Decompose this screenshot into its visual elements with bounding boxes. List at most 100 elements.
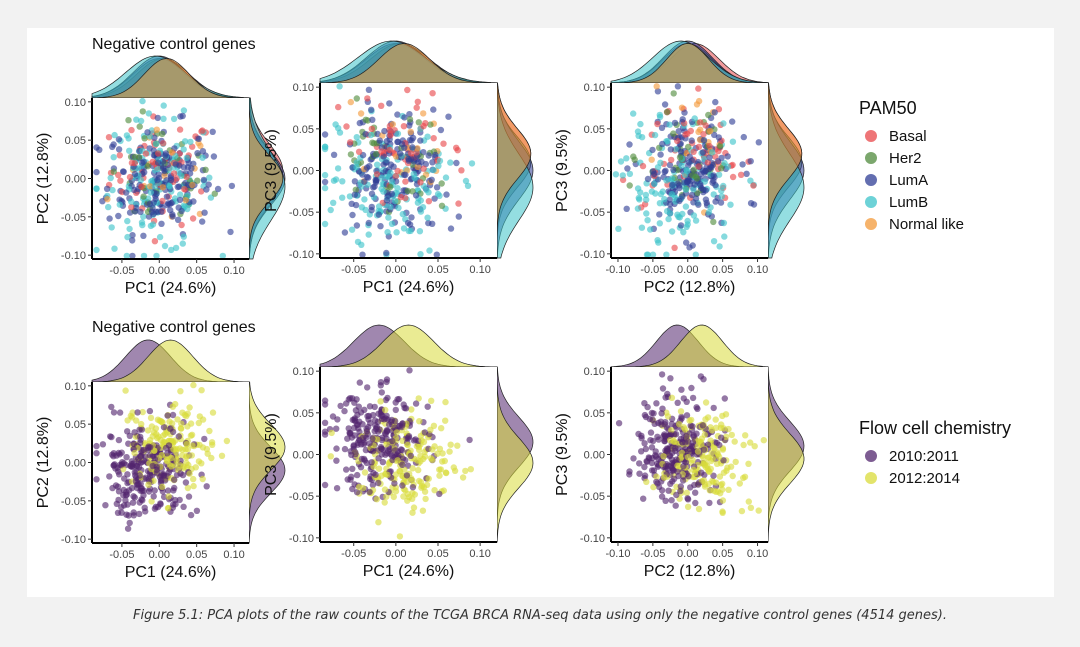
marginal-density-top (91, 339, 250, 383)
data-point (333, 457, 340, 464)
data-point (455, 200, 462, 207)
data-point (108, 403, 115, 411)
data-point (623, 155, 630, 162)
data-point (136, 123, 143, 130)
data-point (702, 187, 709, 194)
x-axis-label: PC2 (12.8%) (644, 563, 736, 580)
x-tick-label: 0.10 (469, 548, 490, 560)
data-point (668, 394, 676, 401)
data-point (137, 453, 144, 460)
data-point (131, 153, 139, 161)
data-point (720, 425, 727, 432)
data-point (729, 173, 737, 181)
data-point (685, 143, 692, 151)
data-point (334, 165, 342, 172)
data-point (123, 189, 130, 196)
data-point (162, 152, 169, 159)
y-tick-label: -0.05 (289, 491, 314, 503)
data-point (368, 459, 375, 466)
data-point (159, 184, 166, 191)
x-tick-label: 0.05 (712, 264, 733, 276)
data-point (414, 145, 421, 152)
data-point (131, 469, 138, 476)
data-point (671, 438, 678, 445)
data-point (437, 126, 445, 134)
data-point (139, 408, 146, 416)
data-point (667, 480, 674, 487)
data-point (379, 458, 387, 466)
data-point (119, 459, 126, 466)
data-point (391, 480, 398, 487)
legend-label: Her2 (889, 149, 922, 167)
data-point (199, 475, 206, 483)
data-point (393, 429, 400, 436)
data-point (93, 168, 100, 176)
data-point (712, 98, 719, 106)
data-point (353, 159, 360, 166)
data-point (137, 208, 144, 216)
data-point (116, 201, 124, 208)
data-point (341, 229, 349, 236)
data-point (427, 121, 434, 128)
legend-item: 2012:2014 (859, 467, 1011, 489)
data-point (138, 485, 145, 492)
data-point (402, 487, 409, 494)
data-point (184, 484, 192, 492)
data-point (653, 83, 660, 90)
data-point (462, 177, 470, 185)
data-point (209, 409, 217, 416)
data-point (377, 443, 385, 451)
data-point (366, 403, 374, 410)
data-point (699, 454, 707, 461)
marginal-density-right (496, 82, 532, 258)
data-point (658, 487, 666, 494)
data-point (129, 252, 136, 260)
data-point (164, 412, 171, 419)
data-point (355, 403, 362, 410)
data-point (375, 479, 382, 487)
data-point (173, 457, 180, 464)
data-point (447, 441, 454, 448)
data-point (643, 478, 650, 486)
data-point (720, 182, 727, 190)
data-point (405, 227, 412, 235)
data-point (115, 171, 122, 179)
data-point (425, 152, 432, 159)
x-axis-label: PC2 (12.8%) (644, 279, 736, 296)
data-point (169, 411, 177, 419)
data-point (374, 161, 381, 168)
data-point (169, 213, 176, 220)
data-point (708, 164, 715, 171)
data-point (672, 502, 679, 509)
data-point (136, 426, 143, 433)
legend-item: Basal (859, 125, 964, 147)
data-point (695, 128, 702, 136)
data-point (187, 432, 195, 439)
data-point (199, 148, 207, 155)
data-point (175, 433, 182, 440)
data-point (362, 130, 369, 138)
data-point (148, 208, 156, 216)
data-point (194, 177, 201, 184)
data-point (347, 98, 354, 106)
x-tick-label: 0.10 (223, 265, 244, 277)
data-point (406, 367, 413, 374)
data-point (386, 100, 393, 107)
data-point (710, 218, 717, 226)
data-point (122, 387, 129, 394)
x-tick-label: 0.05 (427, 264, 448, 276)
data-point (702, 196, 710, 203)
data-point (624, 165, 631, 172)
data-point (636, 460, 643, 467)
data-point (154, 114, 161, 122)
data-point (127, 462, 134, 470)
data-point (378, 102, 385, 110)
data-point (327, 206, 334, 214)
data-point (689, 456, 696, 464)
data-point (151, 238, 159, 245)
data-point (438, 180, 445, 187)
data-point (657, 190, 665, 198)
data-point (407, 150, 415, 157)
data-point (369, 481, 377, 489)
data-point (106, 215, 113, 222)
